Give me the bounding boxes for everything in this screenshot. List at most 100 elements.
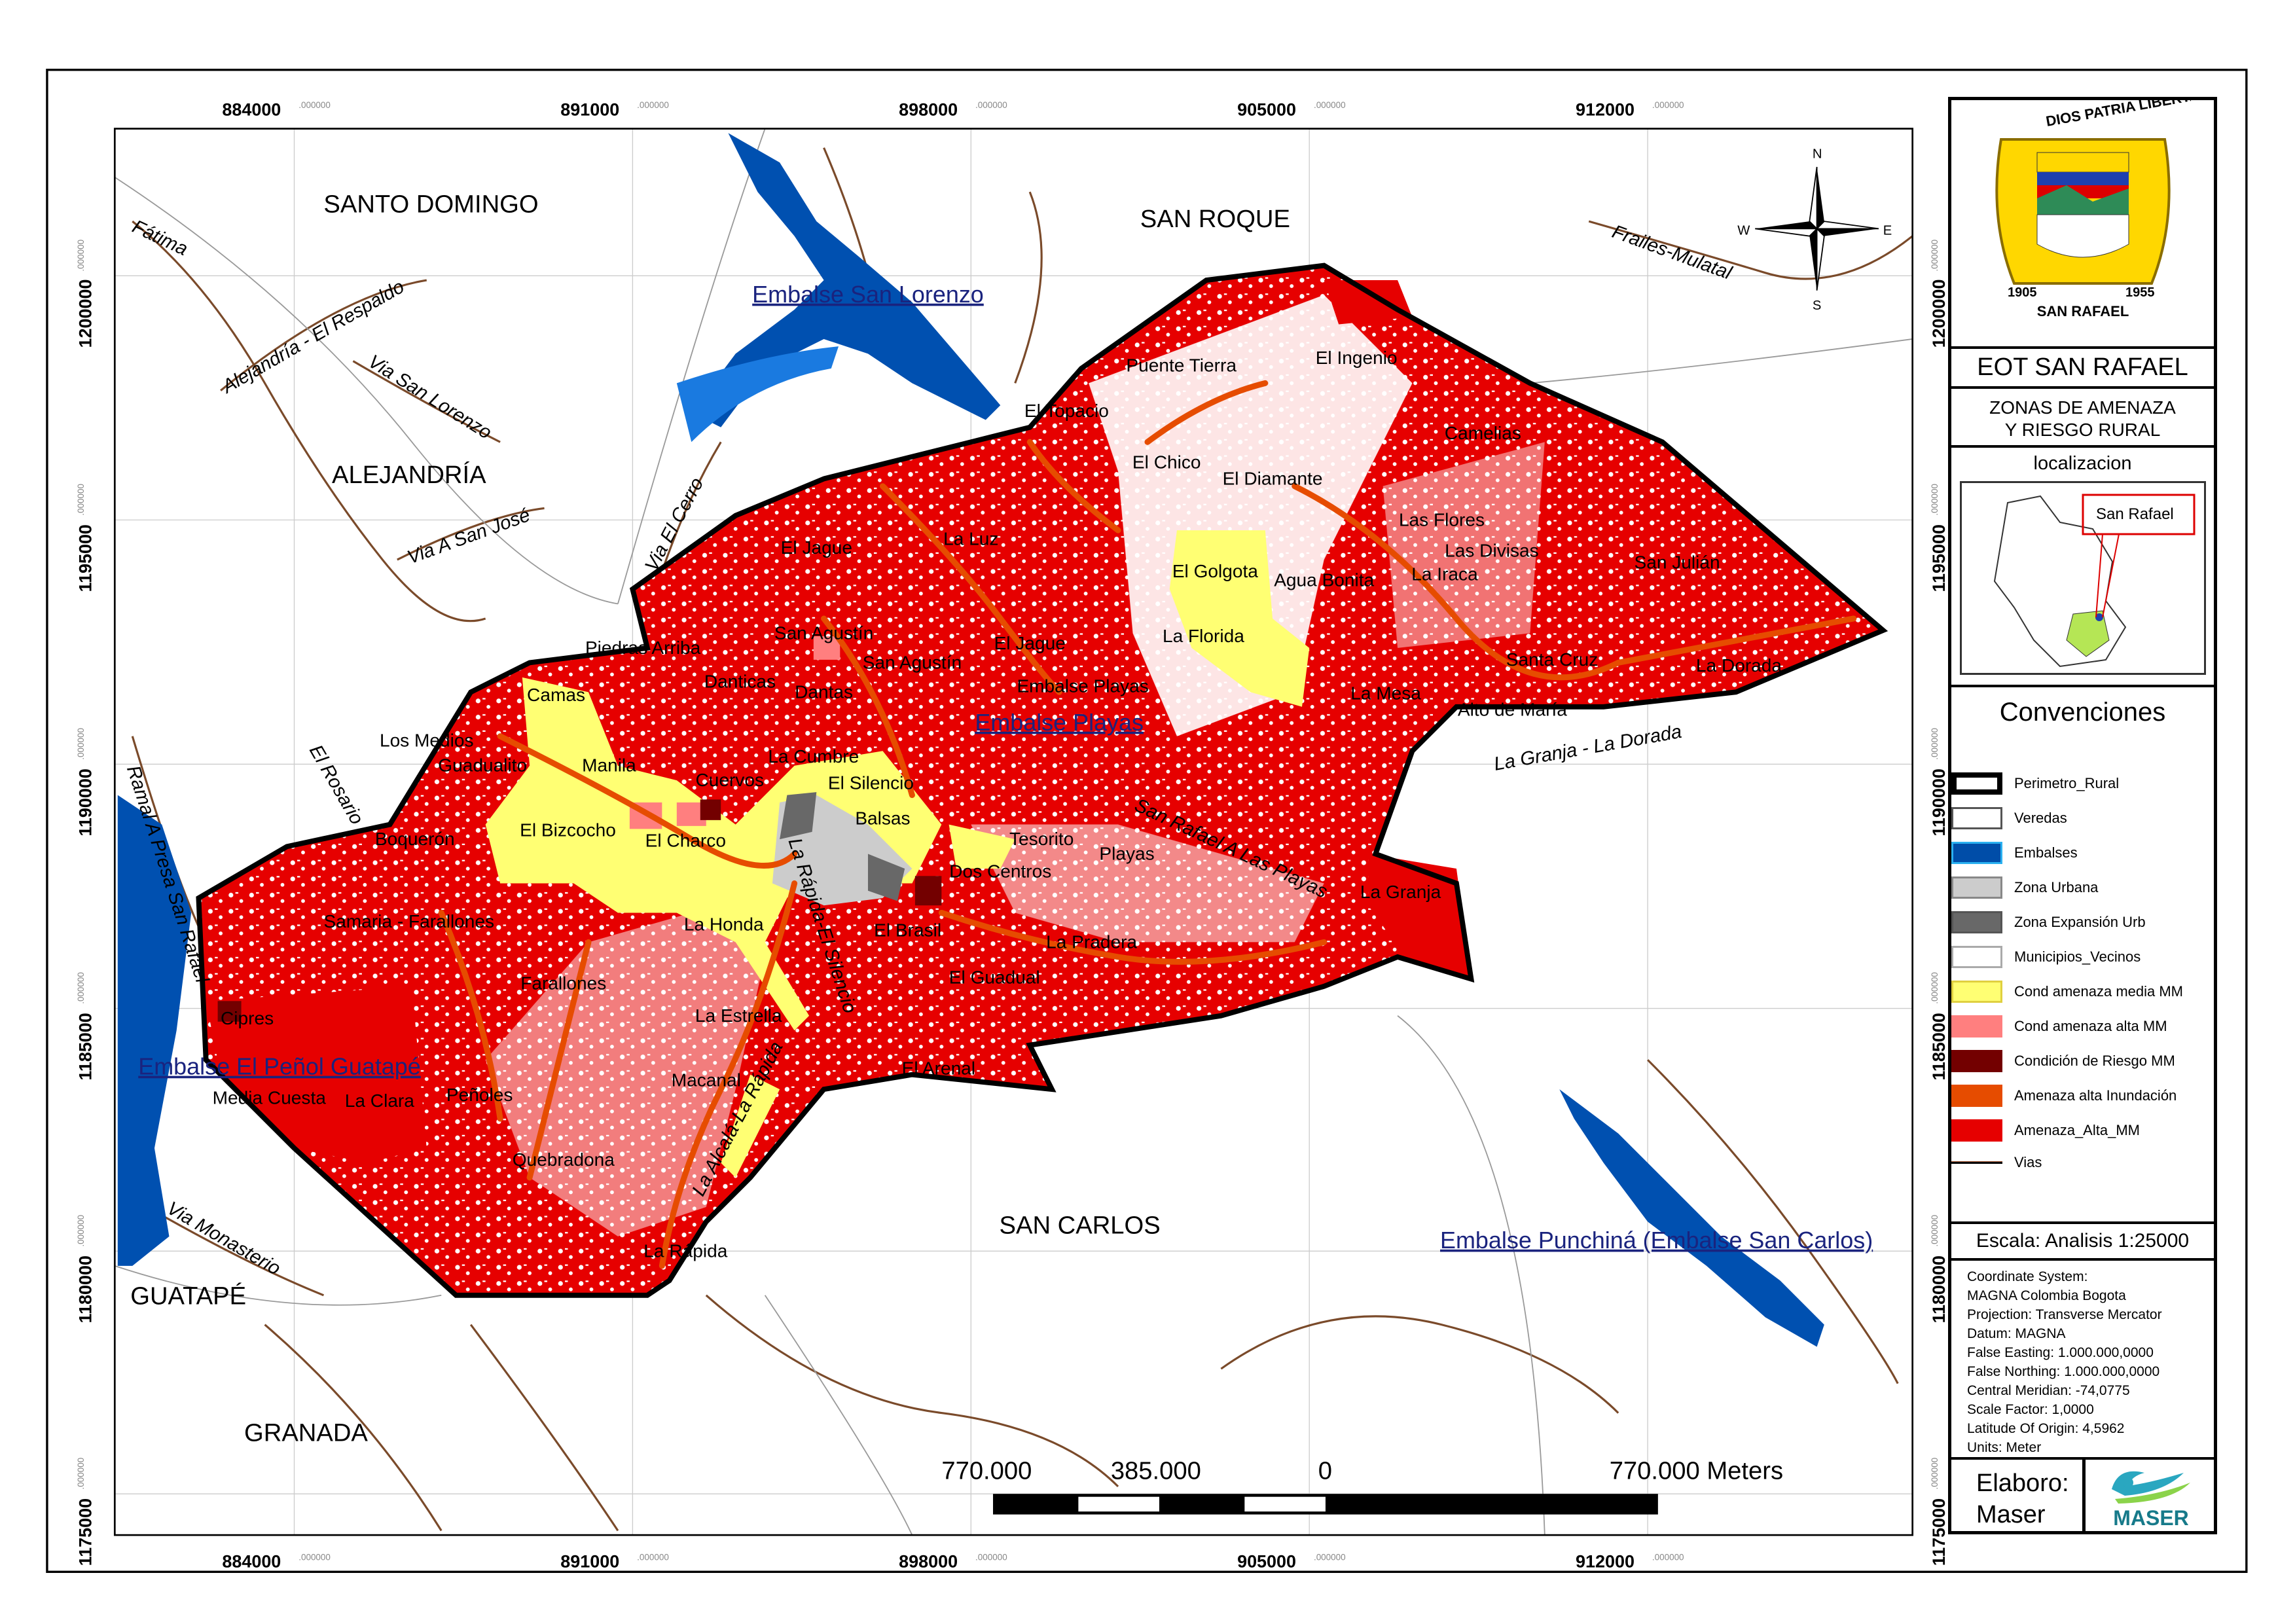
tick-suffix: .000000 [76, 972, 86, 1004]
legend-label: Cond amenaza media MM [2014, 983, 2184, 1000]
veredas-low-hazard [485, 295, 1545, 1236]
vereda-label: Peñoles [446, 1085, 513, 1105]
vereda-label: Piedras Arriba [585, 638, 701, 658]
tick-suffix: .000000 [1314, 100, 1346, 110]
tick-suffix: .000000 [298, 1552, 331, 1562]
x-tick-label: 891000 [560, 99, 619, 119]
vereda-label: La Dorada [1696, 655, 1782, 676]
vereda-label: La Estrella [695, 1005, 782, 1026]
municipality-label: ALEJANDRÍA [332, 461, 486, 489]
y-tick-label: 1180000 [75, 1255, 95, 1323]
vereda-label: San Julián [1635, 552, 1720, 573]
location-inset-map: San Rafael [1959, 481, 2206, 675]
maser-logo-text: MASER [2113, 1506, 2189, 1528]
tick-suffix: .000000 [76, 240, 86, 272]
subtitle-line: ZONAS DE AMENAZA [1989, 397, 2176, 418]
vereda-label: La Luz [943, 529, 998, 549]
legend-item: Amenaza_Alta_MM [1951, 1119, 2140, 1142]
vereda-label: Media Cuesta [213, 1088, 327, 1108]
legend-label: Zona Urbana [2014, 879, 2099, 895]
vereda-label: Dantas [795, 681, 853, 702]
legend-swatch [1951, 807, 2002, 829]
vereda-label: La Rápida [643, 1240, 727, 1261]
vereda-label: Samaria - Farallones [323, 911, 494, 931]
reservoir-label: Embalse El Peñol Guatapé [138, 1053, 421, 1080]
vereda-label: San Agustín [774, 623, 873, 643]
x-tick-label: 905000 [1237, 1552, 1296, 1572]
vereda-label: La Pradera [1046, 931, 1137, 952]
logo-year-left: 1905 [2008, 285, 2037, 300]
legend-title: Convenciones [1999, 698, 2166, 727]
legend-swatch [1951, 772, 2002, 795]
coordinate-info-line: Latitude Of Origin: 4,5962 [1967, 1421, 2125, 1436]
vereda-label: El Diamante [1223, 468, 1323, 488]
legend-item: Perimetro_Rural [1951, 772, 2119, 795]
municipality-label: GRANADA [244, 1418, 368, 1447]
vereda-label: Quebradona [513, 1149, 615, 1170]
vereda-label: Dos Centros [949, 861, 1051, 882]
vereda-label: San Agustín [863, 652, 962, 672]
vereda-label: La Mesa [1350, 683, 1421, 704]
legend-item: Amenaza alta Inundación [1951, 1085, 2177, 1107]
san-rafael-coat-of-arms-logo: DIOS PATRIA LIBERTAD 1905 1955 SAN RAFAE… [1995, 84, 2211, 319]
x-tick-label: 905000 [1237, 99, 1296, 119]
vereda-label: El Brasil [874, 920, 941, 940]
municipality-labels: SANTO DOMINGO SAN ROQUE ALEJANDRÍA SAN CARL… [130, 190, 1290, 1447]
vereda-label: Alto de María [1458, 699, 1567, 719]
tick-suffix: .000000 [1652, 1552, 1684, 1562]
vereda-label: Balsas [855, 808, 910, 829]
legend-label: Cond amenaza alta MM [2014, 1018, 2167, 1034]
tick-suffix: .000000 [975, 100, 1007, 110]
tick-suffix: .000000 [1314, 1552, 1346, 1562]
vereda-label: Santa Cruz [1506, 649, 1598, 670]
vereda-label: El Jague [994, 633, 1066, 653]
legend-swatch [1951, 876, 2002, 899]
y-tick-label: 1180000 [1929, 1255, 1949, 1323]
vereda-label: Playas [1099, 844, 1154, 864]
reservoir-labels: Embalse San Lorenzo Embalse Playas Embalse… [138, 281, 1873, 1254]
subtitle-line: Y RIESGO RURAL [2004, 420, 2161, 440]
scale-bar: 770.000 385.000 0 770.000 Meters [941, 1457, 1783, 1515]
legend-swatch [1951, 911, 2002, 933]
tick-suffix: .000000 [1930, 1215, 1940, 1247]
coordinate-info-line: Datum: MAGNA [1967, 1326, 2066, 1341]
vereda-label: Cuervos [695, 770, 764, 790]
tick-suffix: .000000 [298, 100, 331, 110]
vereda-label: La Honda [684, 914, 764, 934]
x-tick-label: 884000 [222, 1552, 281, 1572]
x-tick-label: 912000 [1576, 99, 1635, 119]
legend-label: Vias [2014, 1154, 2042, 1170]
legend-swatch [1951, 1119, 2002, 1142]
coordinate-info-line: Projection: Transverse Mercator [1967, 1307, 2162, 1322]
legend-label: Veredas [2014, 810, 2067, 826]
y-tick-label: 1190000 [1929, 768, 1949, 836]
legend: Convenciones Perimetro_Rural Veredas Embal… [1951, 687, 2214, 1224]
location-label: San Rafael [2096, 505, 2174, 523]
legend-swatch [1951, 1050, 2002, 1072]
tick-suffix: .000000 [1930, 728, 1940, 760]
map-body: SANTO DOMINGO SAN ROQUE ALEJANDRÍA SAN CARL… [115, 128, 1913, 1536]
coordinate-info-line: Scale Factor: 1,0000 [1967, 1402, 2094, 1417]
vereda-labels: Puente Tierra El Ingenio El Topacio Camelia… [213, 348, 1782, 1261]
coordinate-info-line: Units: Meter [1967, 1440, 2042, 1455]
tick-suffix: .000000 [76, 1458, 86, 1490]
y-tick-label: 1185000 [1929, 1013, 1949, 1080]
tick-suffix: .000000 [76, 728, 86, 760]
vereda-label: La Cumbre [768, 746, 859, 767]
legend-item: Zona Urbana [1951, 876, 2098, 899]
tick-suffix: .000000 [1930, 972, 1940, 1004]
tick-suffix: .000000 [975, 1552, 1007, 1562]
vereda-label: Farallones [520, 973, 606, 993]
maser-logo: MASER [2112, 1471, 2190, 1528]
scale-label: 770.000 [941, 1457, 1032, 1485]
y-tick-label: 1195000 [1929, 524, 1949, 592]
north-arrow-icon: N S E W [1737, 147, 1892, 313]
legend-label: Municipios_Vecinos [2014, 948, 2141, 965]
legend-label: Zona Expansión Urb [2014, 914, 2146, 930]
y-tick-label: 1185000 [75, 1013, 95, 1080]
tick-suffix: .000000 [1930, 240, 1940, 272]
north-label: N [1813, 147, 1822, 162]
zona-expansion-urbana [780, 792, 905, 901]
legend-item: Zona Expansión Urb [1951, 911, 2146, 933]
x-tick-label: 891000 [560, 1552, 619, 1572]
